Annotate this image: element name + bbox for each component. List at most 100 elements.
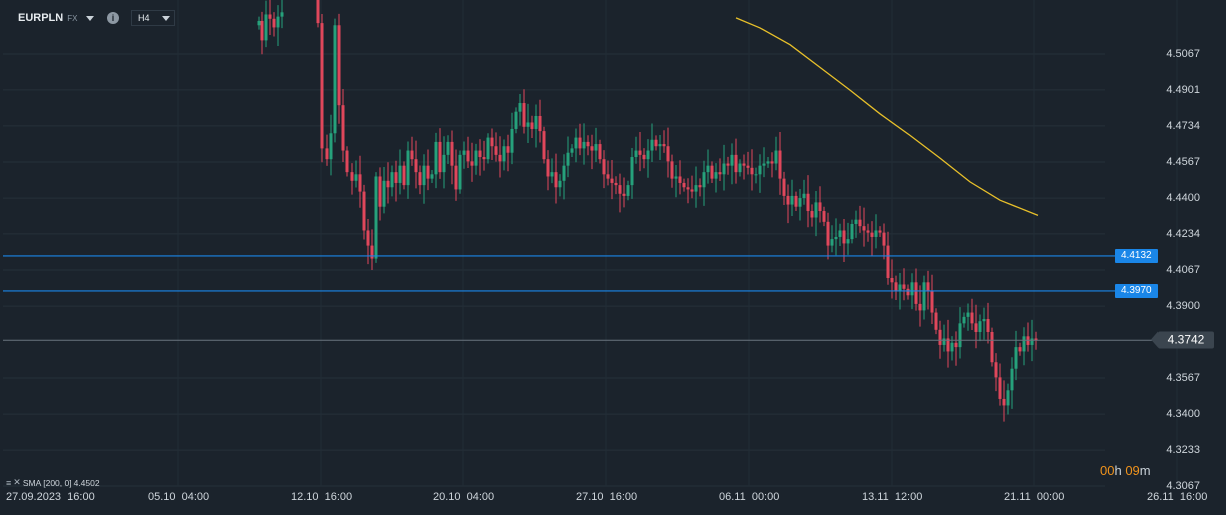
candle-body	[276, 16, 280, 28]
candle-body	[894, 282, 898, 291]
candle-body	[774, 150, 778, 164]
price-axis-label: 4.4067	[1166, 264, 1200, 276]
candle-body	[994, 362, 998, 378]
candle-body	[882, 232, 886, 246]
candle-body	[618, 185, 622, 194]
candle-body	[333, 25, 337, 134]
candle-body	[854, 219, 858, 224]
price-axis-label: 4.4567	[1166, 156, 1200, 168]
candle-body	[650, 139, 654, 151]
candle-body	[406, 150, 410, 186]
candle-body	[990, 331, 994, 363]
candle-body	[702, 172, 706, 188]
candle-body	[694, 185, 698, 192]
candle-body	[802, 193, 806, 199]
candle-body	[886, 245, 890, 278]
candle-body	[550, 172, 554, 177]
price-axis-label: 4.4234	[1166, 227, 1200, 240]
indicator-legend[interactable]: ≡ ✕ SMA [200, 0] 4.4502	[6, 477, 100, 488]
candle-body	[678, 176, 682, 183]
price-axis-label: 4.3567	[1166, 372, 1200, 384]
candle-body	[426, 165, 430, 179]
chart-grid	[3, 0, 1178, 487]
candle-body	[462, 150, 466, 155]
candle-body	[822, 211, 826, 222]
candle-body	[466, 150, 470, 162]
candle-body	[598, 144, 602, 160]
candle-body	[898, 284, 902, 291]
timeframe-selector[interactable]: H4	[131, 10, 175, 26]
candle-body	[970, 312, 974, 324]
candle-body	[446, 141, 450, 155]
candle-body	[602, 159, 606, 175]
candle-body	[366, 230, 370, 246]
candle-body	[754, 174, 758, 176]
candle-body	[442, 154, 446, 173]
candle-body	[337, 25, 341, 106]
candle-body	[746, 165, 750, 168]
price-axis-label: 4.3067	[1166, 480, 1200, 492]
candle-body	[850, 223, 854, 240]
candle-body	[498, 154, 502, 162]
candle-body	[1010, 368, 1014, 391]
price-line-tag[interactable]: 4.4132	[1115, 248, 1158, 263]
price-axis-label: 4.4734	[1166, 119, 1200, 132]
candle-body	[726, 163, 730, 166]
candle-body	[874, 230, 878, 237]
candle-body	[518, 103, 522, 112]
symbol-selector[interactable]: EURPLN FX	[18, 9, 95, 27]
candle-body	[260, 20, 264, 41]
candle-body	[946, 338, 950, 352]
candle-body	[770, 161, 774, 164]
current-price-tag: 4.3742	[1151, 331, 1214, 349]
indicator-params: [200, 0]	[43, 477, 72, 488]
candle-body	[966, 312, 970, 317]
candle-body	[902, 284, 906, 289]
candle-body	[722, 163, 726, 175]
candle-body	[974, 323, 978, 332]
candle-body	[578, 137, 582, 149]
candle-body	[978, 321, 982, 332]
candle-body	[546, 159, 550, 177]
close-icon[interactable]: ✕	[13, 477, 21, 487]
candle-body	[982, 319, 986, 322]
price-line-tag[interactable]: 4.3970	[1115, 283, 1158, 298]
candle-body	[382, 180, 386, 207]
candle-body	[906, 288, 910, 296]
candle-body	[714, 172, 718, 179]
candle-body	[934, 312, 938, 330]
candle-body	[454, 165, 458, 190]
chevron-down-icon	[86, 15, 95, 21]
candle-body	[670, 161, 674, 179]
price-axis-label: 4.4400	[1166, 192, 1200, 205]
candle-body	[350, 172, 354, 181]
indicator-name: SMA	[22, 477, 42, 488]
candle-body	[998, 377, 1002, 399]
candle-body	[786, 195, 790, 205]
info-icon[interactable]: i	[107, 12, 119, 24]
candle-body	[918, 303, 922, 311]
time-axis-label: 05.10 04:00	[148, 491, 210, 503]
candle-body	[558, 180, 562, 188]
candle-body	[646, 150, 650, 160]
candle-body	[742, 163, 746, 166]
candle-countdown: 00h 09m	[1100, 463, 1151, 478]
candle-body	[610, 178, 614, 183]
candle-body	[362, 191, 366, 231]
candle-body	[954, 342, 958, 348]
candle-body	[758, 165, 762, 175]
candle-body	[586, 141, 590, 147]
price-axis-label: 4.5067	[1166, 48, 1200, 60]
candle-body	[826, 221, 830, 246]
candle-body	[514, 111, 518, 129]
candle-body	[794, 195, 798, 207]
countdown-minutes: 09	[1125, 463, 1140, 478]
candle-body	[662, 144, 666, 147]
candle-body	[378, 176, 382, 207]
candle-body	[582, 141, 586, 149]
settings-icon[interactable]: ≡	[6, 477, 12, 488]
candle-body	[858, 219, 862, 227]
candle-body	[370, 245, 374, 259]
candle-body	[606, 174, 610, 179]
